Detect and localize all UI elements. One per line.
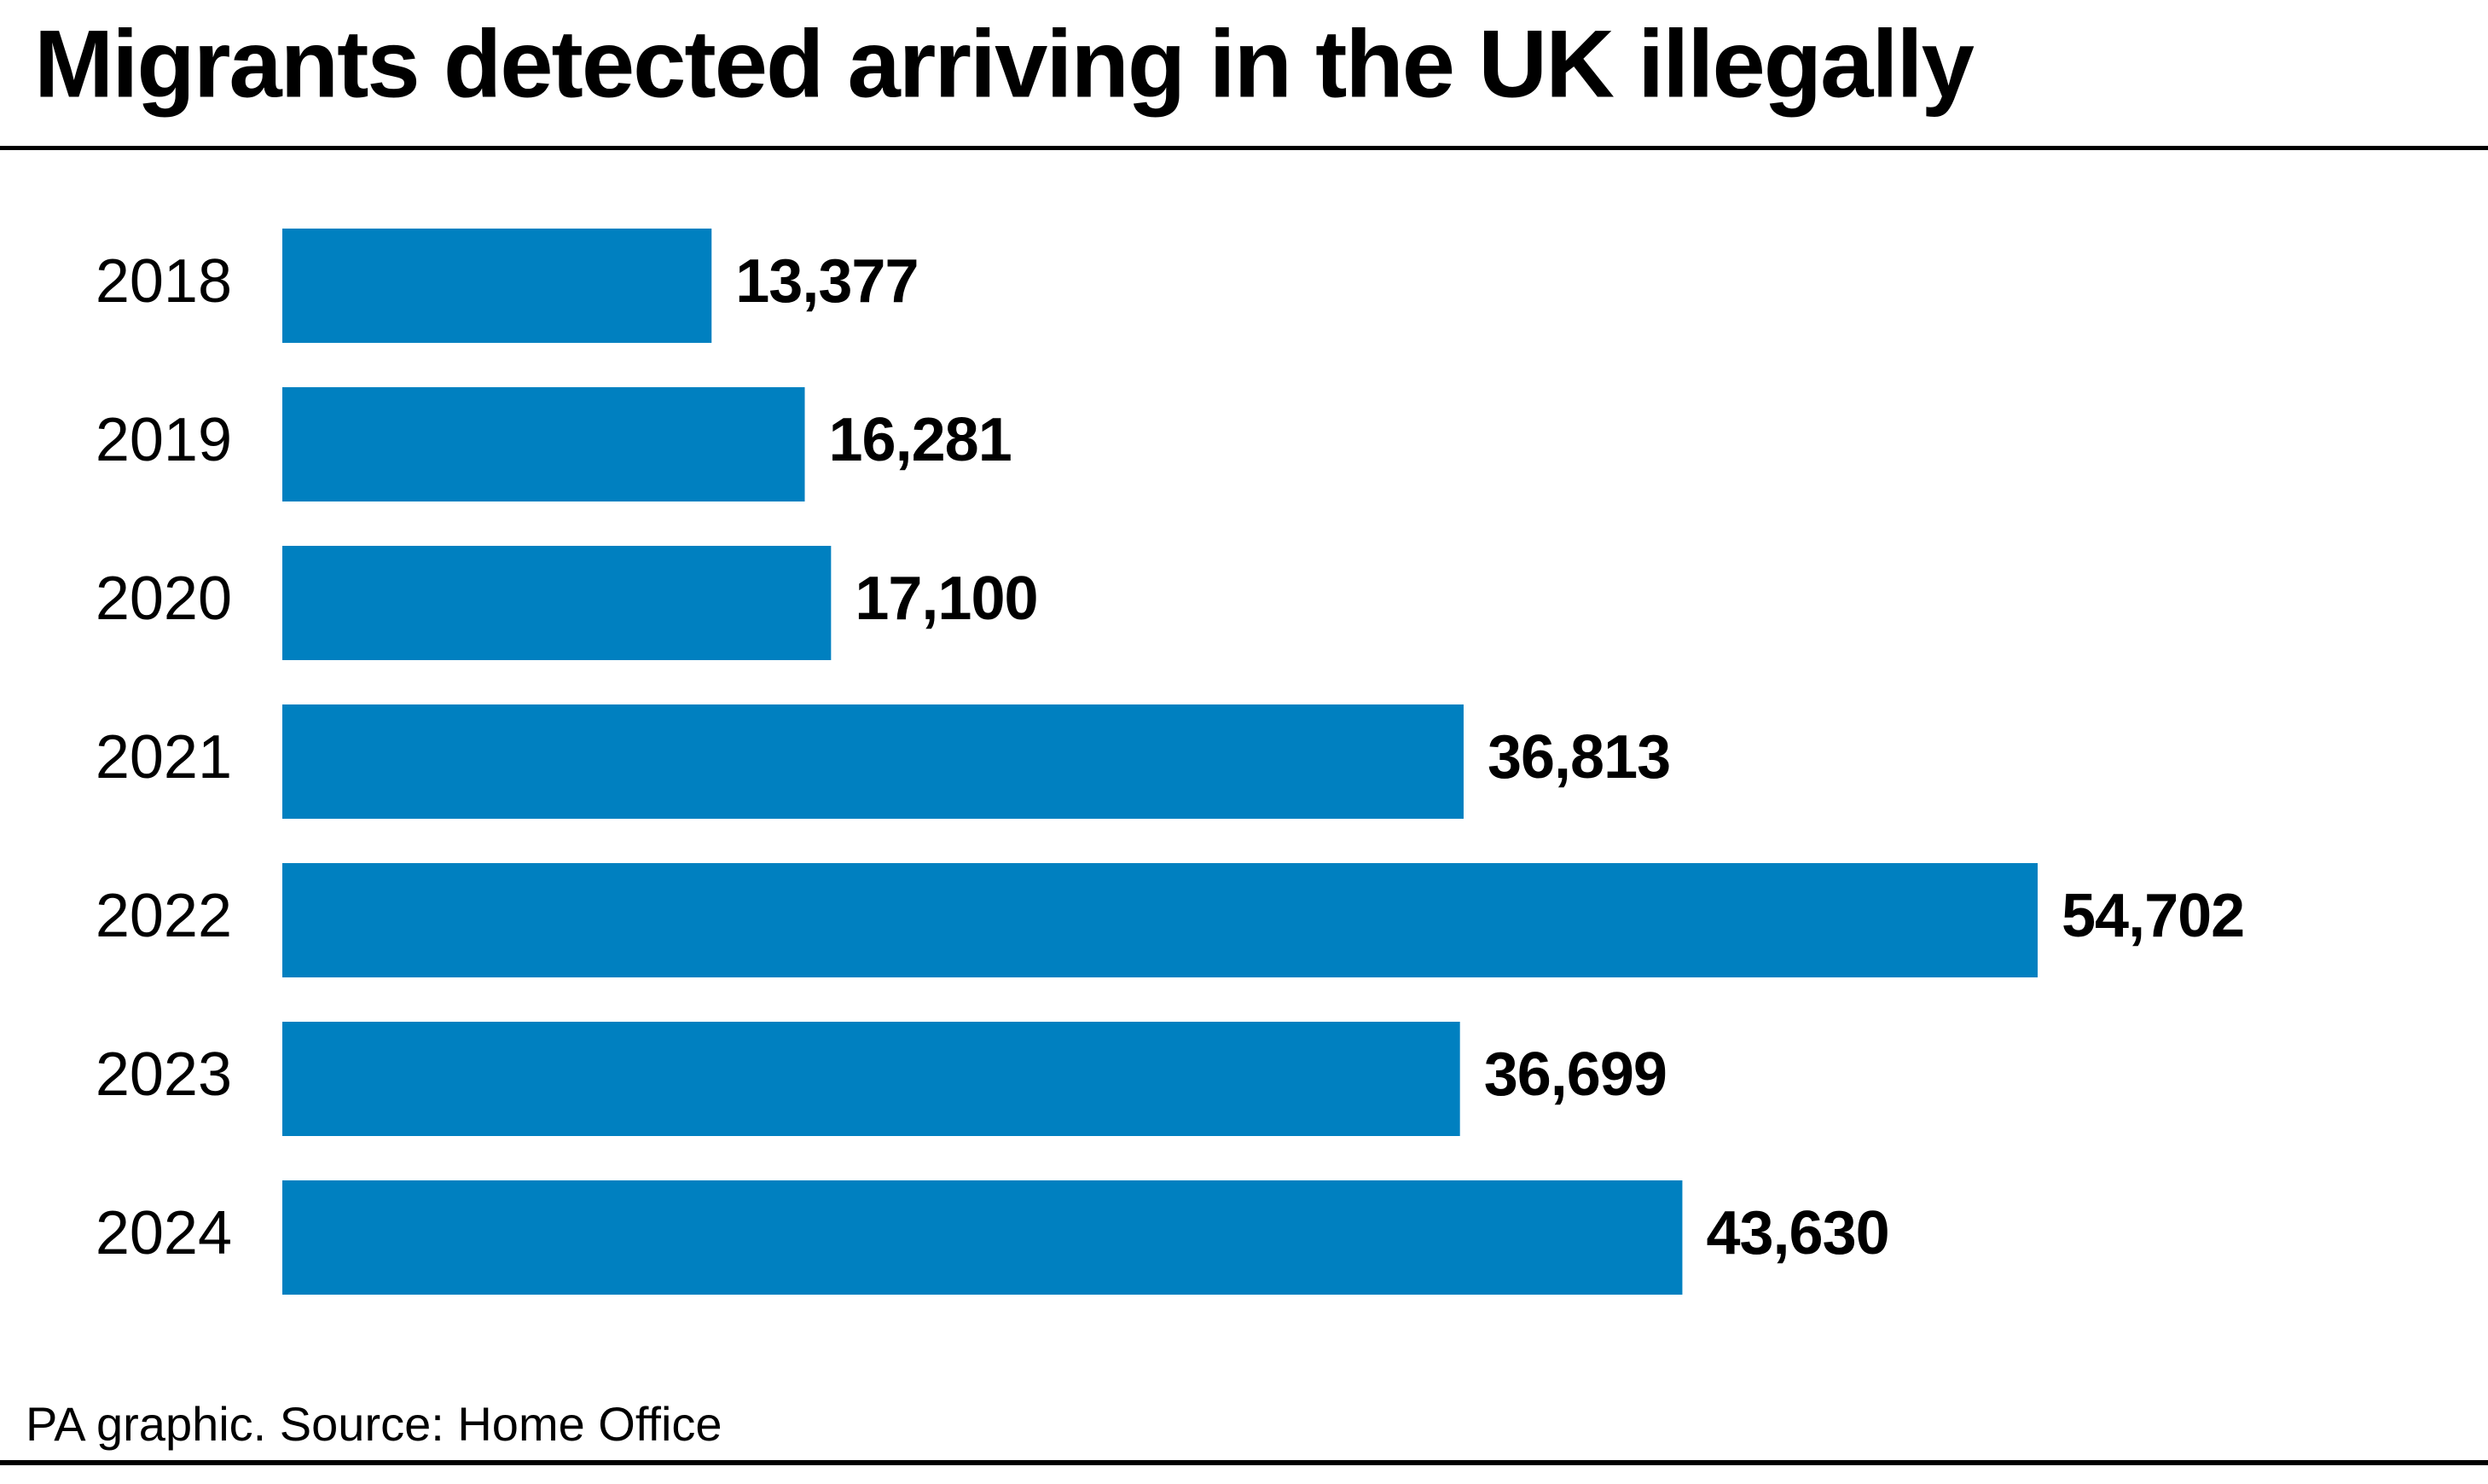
- value-label: 36,699: [1484, 1041, 1667, 1109]
- value-label: 36,813: [1488, 723, 1670, 791]
- bar: [282, 229, 712, 343]
- bar: [282, 1022, 1460, 1136]
- title-rule: [0, 146, 2488, 150]
- value-label: 17,100: [855, 565, 1037, 633]
- value-label: 43,630: [1706, 1199, 1888, 1267]
- y-tick-label: 2023: [96, 1041, 232, 1109]
- chart-title: Migrants detected arriving in the UK ill…: [34, 11, 1975, 118]
- bar: [282, 546, 832, 660]
- y-tick-label: 2022: [96, 882, 232, 950]
- bar: [282, 863, 2038, 977]
- bar: [282, 1180, 1683, 1295]
- y-tick-label: 2021: [96, 723, 232, 791]
- value-label: 16,281: [829, 406, 1012, 474]
- source-note: PA graphic. Source: Home Office: [26, 1397, 722, 1451]
- bar: [282, 387, 805, 501]
- y-tick-label: 2019: [96, 406, 232, 474]
- value-label: 13,377: [735, 247, 918, 316]
- y-tick-label: 2018: [96, 247, 232, 316]
- bar: [282, 704, 1464, 819]
- value-label: 54,702: [2062, 882, 2244, 950]
- y-tick-label: 2020: [96, 565, 232, 633]
- y-tick-label: 2024: [96, 1199, 232, 1267]
- footer-rule: [0, 1460, 2488, 1465]
